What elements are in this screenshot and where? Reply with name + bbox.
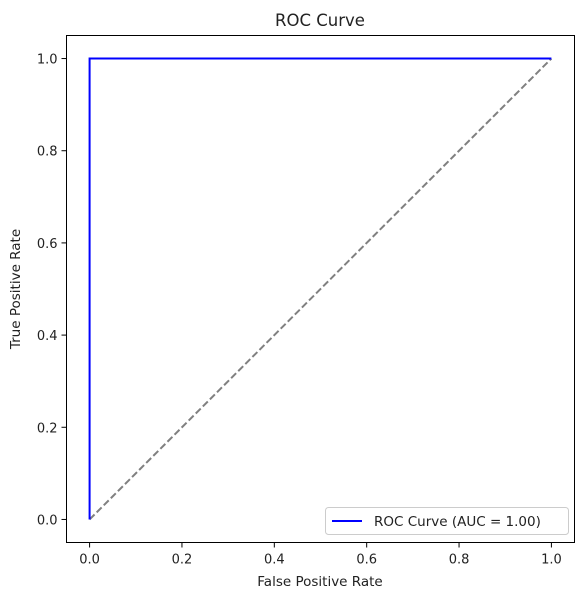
legend-box (325, 507, 569, 535)
y-tick-label: 1.0 (37, 53, 58, 68)
x-tick-label: 0.0 (79, 553, 100, 568)
legend: ROC Curve (AUC = 1.00) (325, 507, 569, 535)
x-axis-label: False Positive Rate (257, 574, 382, 590)
y-tick-label: 0.0 (37, 513, 58, 528)
roc-curve-line (88, 57, 552, 520)
y-tick-label: 0.4 (37, 329, 58, 344)
x-tick-label: 0.2 (172, 553, 193, 568)
x-tick-label: 0.6 (356, 553, 377, 568)
x-tick-label: 1.0 (541, 553, 562, 568)
x-tick-label: 0.4 (264, 553, 285, 568)
y-axis-ticks: 0.0 0.2 0.4 0.6 0.8 1.0 (37, 53, 67, 528)
x-tick-label: 0.8 (449, 553, 470, 568)
chance-diagonal-line (88, 57, 553, 521)
y-tick-label: 0.8 (37, 145, 58, 160)
series-layer (88, 57, 553, 521)
chart-title: ROC Curve (275, 11, 365, 30)
y-axis-label: True Positive Rate (8, 229, 24, 350)
legend-label-roc: ROC Curve (AUC = 1.00) (374, 514, 541, 530)
x-axis-ticks: 0.0 0.2 0.4 0.6 0.8 1.0 (79, 542, 562, 568)
y-tick-label: 0.2 (37, 421, 58, 436)
y-tick-label: 0.6 (37, 237, 58, 252)
